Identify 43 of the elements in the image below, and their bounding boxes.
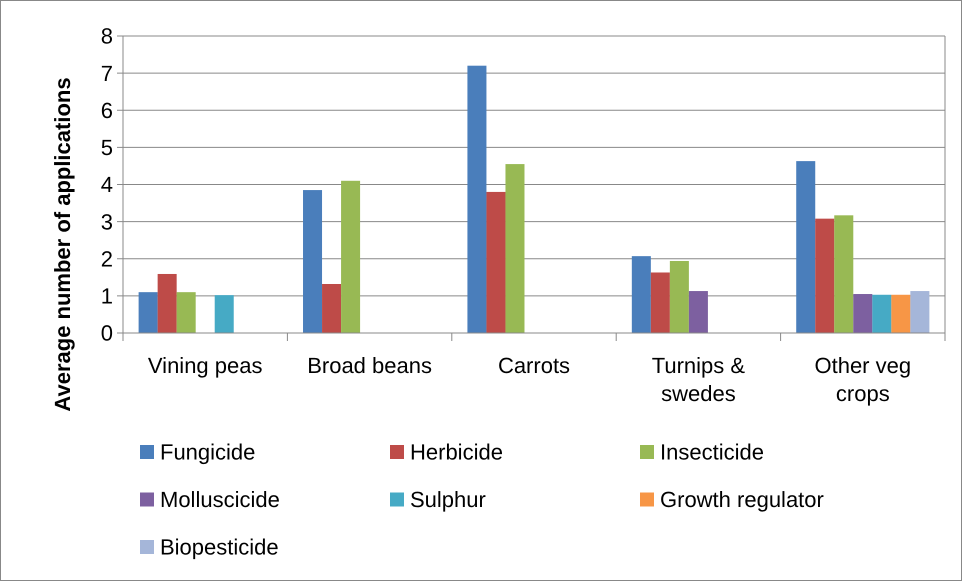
bar: [138, 292, 158, 333]
bar: [486, 192, 506, 333]
legend-label: Insecticide: [660, 440, 764, 465]
y-tick-label: 6: [100, 98, 113, 123]
x-tick-label: Vining peas: [148, 353, 262, 378]
bar: [688, 291, 708, 333]
x-tick-label: Other veg crops: [814, 353, 912, 406]
legend-label: Herbicide: [410, 440, 503, 465]
bar: [650, 272, 670, 333]
bar: [467, 66, 486, 333]
legend-label: Fungicide: [160, 440, 256, 465]
x-tick-label: Carrots: [498, 353, 570, 378]
legend-label: Growth regulator: [660, 487, 824, 512]
y-tick-label: 0: [100, 320, 113, 346]
bar: [303, 190, 322, 333]
bar: [815, 218, 834, 333]
y-tick-label: 3: [100, 209, 113, 234]
bar: [834, 215, 854, 333]
y-tick-label: 2: [100, 246, 113, 272]
bar: [853, 294, 872, 333]
bar: [910, 291, 930, 333]
bar: [176, 292, 196, 333]
bar: [214, 295, 234, 333]
legend-label: Biopesticide: [160, 534, 279, 560]
bar: [632, 256, 651, 333]
y-tick-label: 4: [100, 172, 113, 198]
x-tick-label: Turnips & swedes: [652, 353, 746, 406]
y-tick-label: 7: [100, 60, 113, 86]
bar: [872, 294, 892, 333]
legend-label: Sulphur: [410, 487, 486, 512]
y-tick-label: 5: [100, 135, 113, 160]
bar: [322, 284, 342, 333]
x-tick-label: Broad beans: [307, 353, 432, 378]
y-tick-label: 1: [100, 284, 113, 309]
bar: [670, 260, 689, 333]
bar: [796, 161, 816, 333]
legend-label: Molluscicide: [160, 487, 280, 512]
y-axis-title: Average number of applications: [50, 77, 75, 412]
y-tick-label: 8: [100, 24, 113, 49]
bar: [158, 274, 177, 333]
bar: [891, 294, 910, 333]
bar: [505, 164, 524, 333]
bar: [341, 180, 360, 333]
